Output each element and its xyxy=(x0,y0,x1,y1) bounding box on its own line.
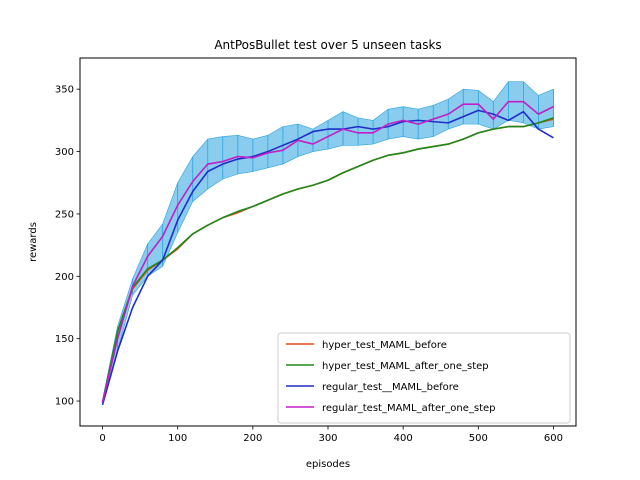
legend-box xyxy=(277,332,571,424)
legend: hyper_test_MAML_before hyper_test_MAML_af… xyxy=(277,332,571,424)
y-tick-label: 350 xyxy=(55,85,74,96)
y-axis-label: rewards xyxy=(28,222,39,262)
x-tick-label: 400 xyxy=(394,433,413,444)
series-line-hyper-test-MAML-after-one-step xyxy=(101,117,554,403)
x-tick-label: 600 xyxy=(544,433,563,444)
legend-label: hyper_test_MAML_before xyxy=(322,340,447,351)
x-tick-label: 200 xyxy=(243,433,262,444)
x-tick-label: 100 xyxy=(168,433,187,444)
x-axis-label: episodes xyxy=(306,459,350,470)
series-line-regular-test-MAML-before xyxy=(101,109,554,406)
y-tick-label: 250 xyxy=(55,209,74,220)
y-tick-label: 200 xyxy=(55,272,74,283)
y-tick-label: 150 xyxy=(55,334,74,345)
x-tick-label: 0 xyxy=(99,433,105,444)
x-tick-label: 300 xyxy=(318,433,337,444)
legend-label: regular_test_MAML_after_one_step xyxy=(322,403,496,414)
y-tick-label: 100 xyxy=(55,397,74,408)
legend-label: regular_test__MAML_before xyxy=(322,382,459,393)
y-tick-label: 300 xyxy=(55,147,74,158)
x-tick-label: 500 xyxy=(469,433,488,444)
legend-label: hyper_test_MAML_after_one_step xyxy=(322,361,489,372)
chart-title: AntPosBullet test over 5 unseen tasks xyxy=(214,38,441,52)
series-line-regular-test-MAML-after-one-step xyxy=(101,100,554,403)
